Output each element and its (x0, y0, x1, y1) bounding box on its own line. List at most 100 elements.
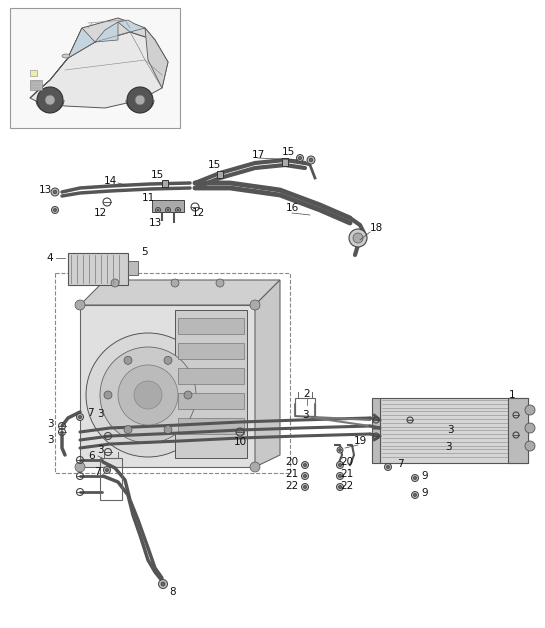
Circle shape (411, 492, 419, 499)
Circle shape (301, 472, 308, 480)
Bar (162, 180, 168, 187)
Circle shape (76, 413, 83, 421)
Text: 12: 12 (93, 208, 107, 218)
Text: 3: 3 (447, 425, 453, 435)
Text: 9: 9 (422, 488, 428, 498)
Circle shape (250, 300, 260, 310)
Circle shape (336, 484, 343, 490)
Circle shape (157, 209, 159, 211)
Circle shape (414, 494, 416, 497)
Text: 2: 2 (304, 389, 310, 399)
Bar (372, 398, 380, 463)
Polygon shape (30, 28, 82, 98)
Circle shape (301, 462, 308, 468)
Bar (152, 200, 184, 212)
Text: 3: 3 (302, 410, 308, 420)
Polygon shape (68, 18, 155, 58)
Circle shape (338, 485, 342, 489)
Bar (10, 8, 180, 128)
Circle shape (104, 391, 112, 399)
Circle shape (338, 448, 341, 452)
Circle shape (386, 465, 390, 468)
Circle shape (301, 484, 308, 490)
Bar (128, 261, 138, 275)
Text: 17: 17 (251, 150, 265, 160)
Text: 7: 7 (87, 408, 93, 418)
Bar (175, 310, 247, 458)
Circle shape (304, 474, 307, 477)
Circle shape (299, 156, 301, 160)
Circle shape (105, 468, 108, 472)
Circle shape (304, 463, 307, 467)
Text: 15: 15 (281, 147, 295, 157)
Circle shape (336, 462, 343, 468)
Text: 18: 18 (370, 223, 383, 233)
Circle shape (250, 462, 260, 472)
Circle shape (307, 156, 315, 164)
Circle shape (525, 441, 535, 451)
Bar (178, 393, 244, 409)
Circle shape (159, 580, 167, 588)
Text: 3: 3 (96, 409, 104, 419)
Circle shape (51, 188, 59, 196)
Text: 21: 21 (341, 469, 354, 479)
Circle shape (104, 467, 111, 474)
Circle shape (414, 477, 416, 480)
Circle shape (304, 485, 307, 489)
Bar (30, 70, 37, 76)
Text: 1: 1 (508, 390, 516, 400)
Text: 13: 13 (148, 218, 162, 228)
Circle shape (45, 95, 55, 105)
Bar (508, 398, 528, 463)
Circle shape (111, 279, 119, 287)
Circle shape (385, 463, 391, 470)
Text: 3: 3 (47, 435, 53, 445)
Circle shape (309, 158, 313, 162)
Circle shape (118, 365, 178, 425)
Polygon shape (80, 280, 280, 305)
Bar (178, 343, 244, 359)
Polygon shape (255, 280, 280, 467)
Text: 20: 20 (341, 457, 354, 467)
Text: 3: 3 (96, 445, 104, 455)
Circle shape (171, 279, 179, 287)
Circle shape (525, 405, 535, 415)
Circle shape (167, 209, 169, 211)
Polygon shape (68, 28, 95, 58)
Text: 8: 8 (169, 587, 177, 597)
Bar (55, 273, 290, 473)
Circle shape (337, 447, 343, 453)
Circle shape (338, 463, 342, 467)
Text: 14: 14 (104, 176, 117, 186)
Circle shape (134, 381, 162, 409)
Circle shape (164, 356, 172, 364)
Text: 11: 11 (141, 193, 155, 203)
Circle shape (338, 474, 342, 477)
Text: 7: 7 (94, 467, 100, 477)
Text: 12: 12 (191, 208, 204, 218)
Circle shape (161, 582, 165, 586)
Circle shape (75, 300, 85, 310)
Circle shape (296, 154, 304, 161)
Circle shape (216, 279, 224, 287)
Polygon shape (80, 305, 255, 467)
Text: 22: 22 (341, 481, 354, 491)
Circle shape (411, 475, 419, 482)
Circle shape (177, 209, 179, 211)
Circle shape (525, 423, 535, 433)
Circle shape (51, 207, 58, 214)
Bar (217, 170, 223, 178)
Circle shape (78, 416, 82, 419)
Text: 20: 20 (286, 457, 299, 467)
Bar (380, 398, 528, 463)
Circle shape (75, 462, 85, 472)
Text: 15: 15 (150, 170, 164, 180)
Circle shape (124, 426, 132, 434)
Text: 15: 15 (208, 160, 221, 170)
Polygon shape (145, 28, 168, 88)
Bar (178, 318, 244, 334)
Text: 13: 13 (38, 185, 52, 195)
Text: 19: 19 (353, 436, 367, 446)
Bar (282, 158, 288, 166)
Text: 5: 5 (142, 247, 148, 257)
